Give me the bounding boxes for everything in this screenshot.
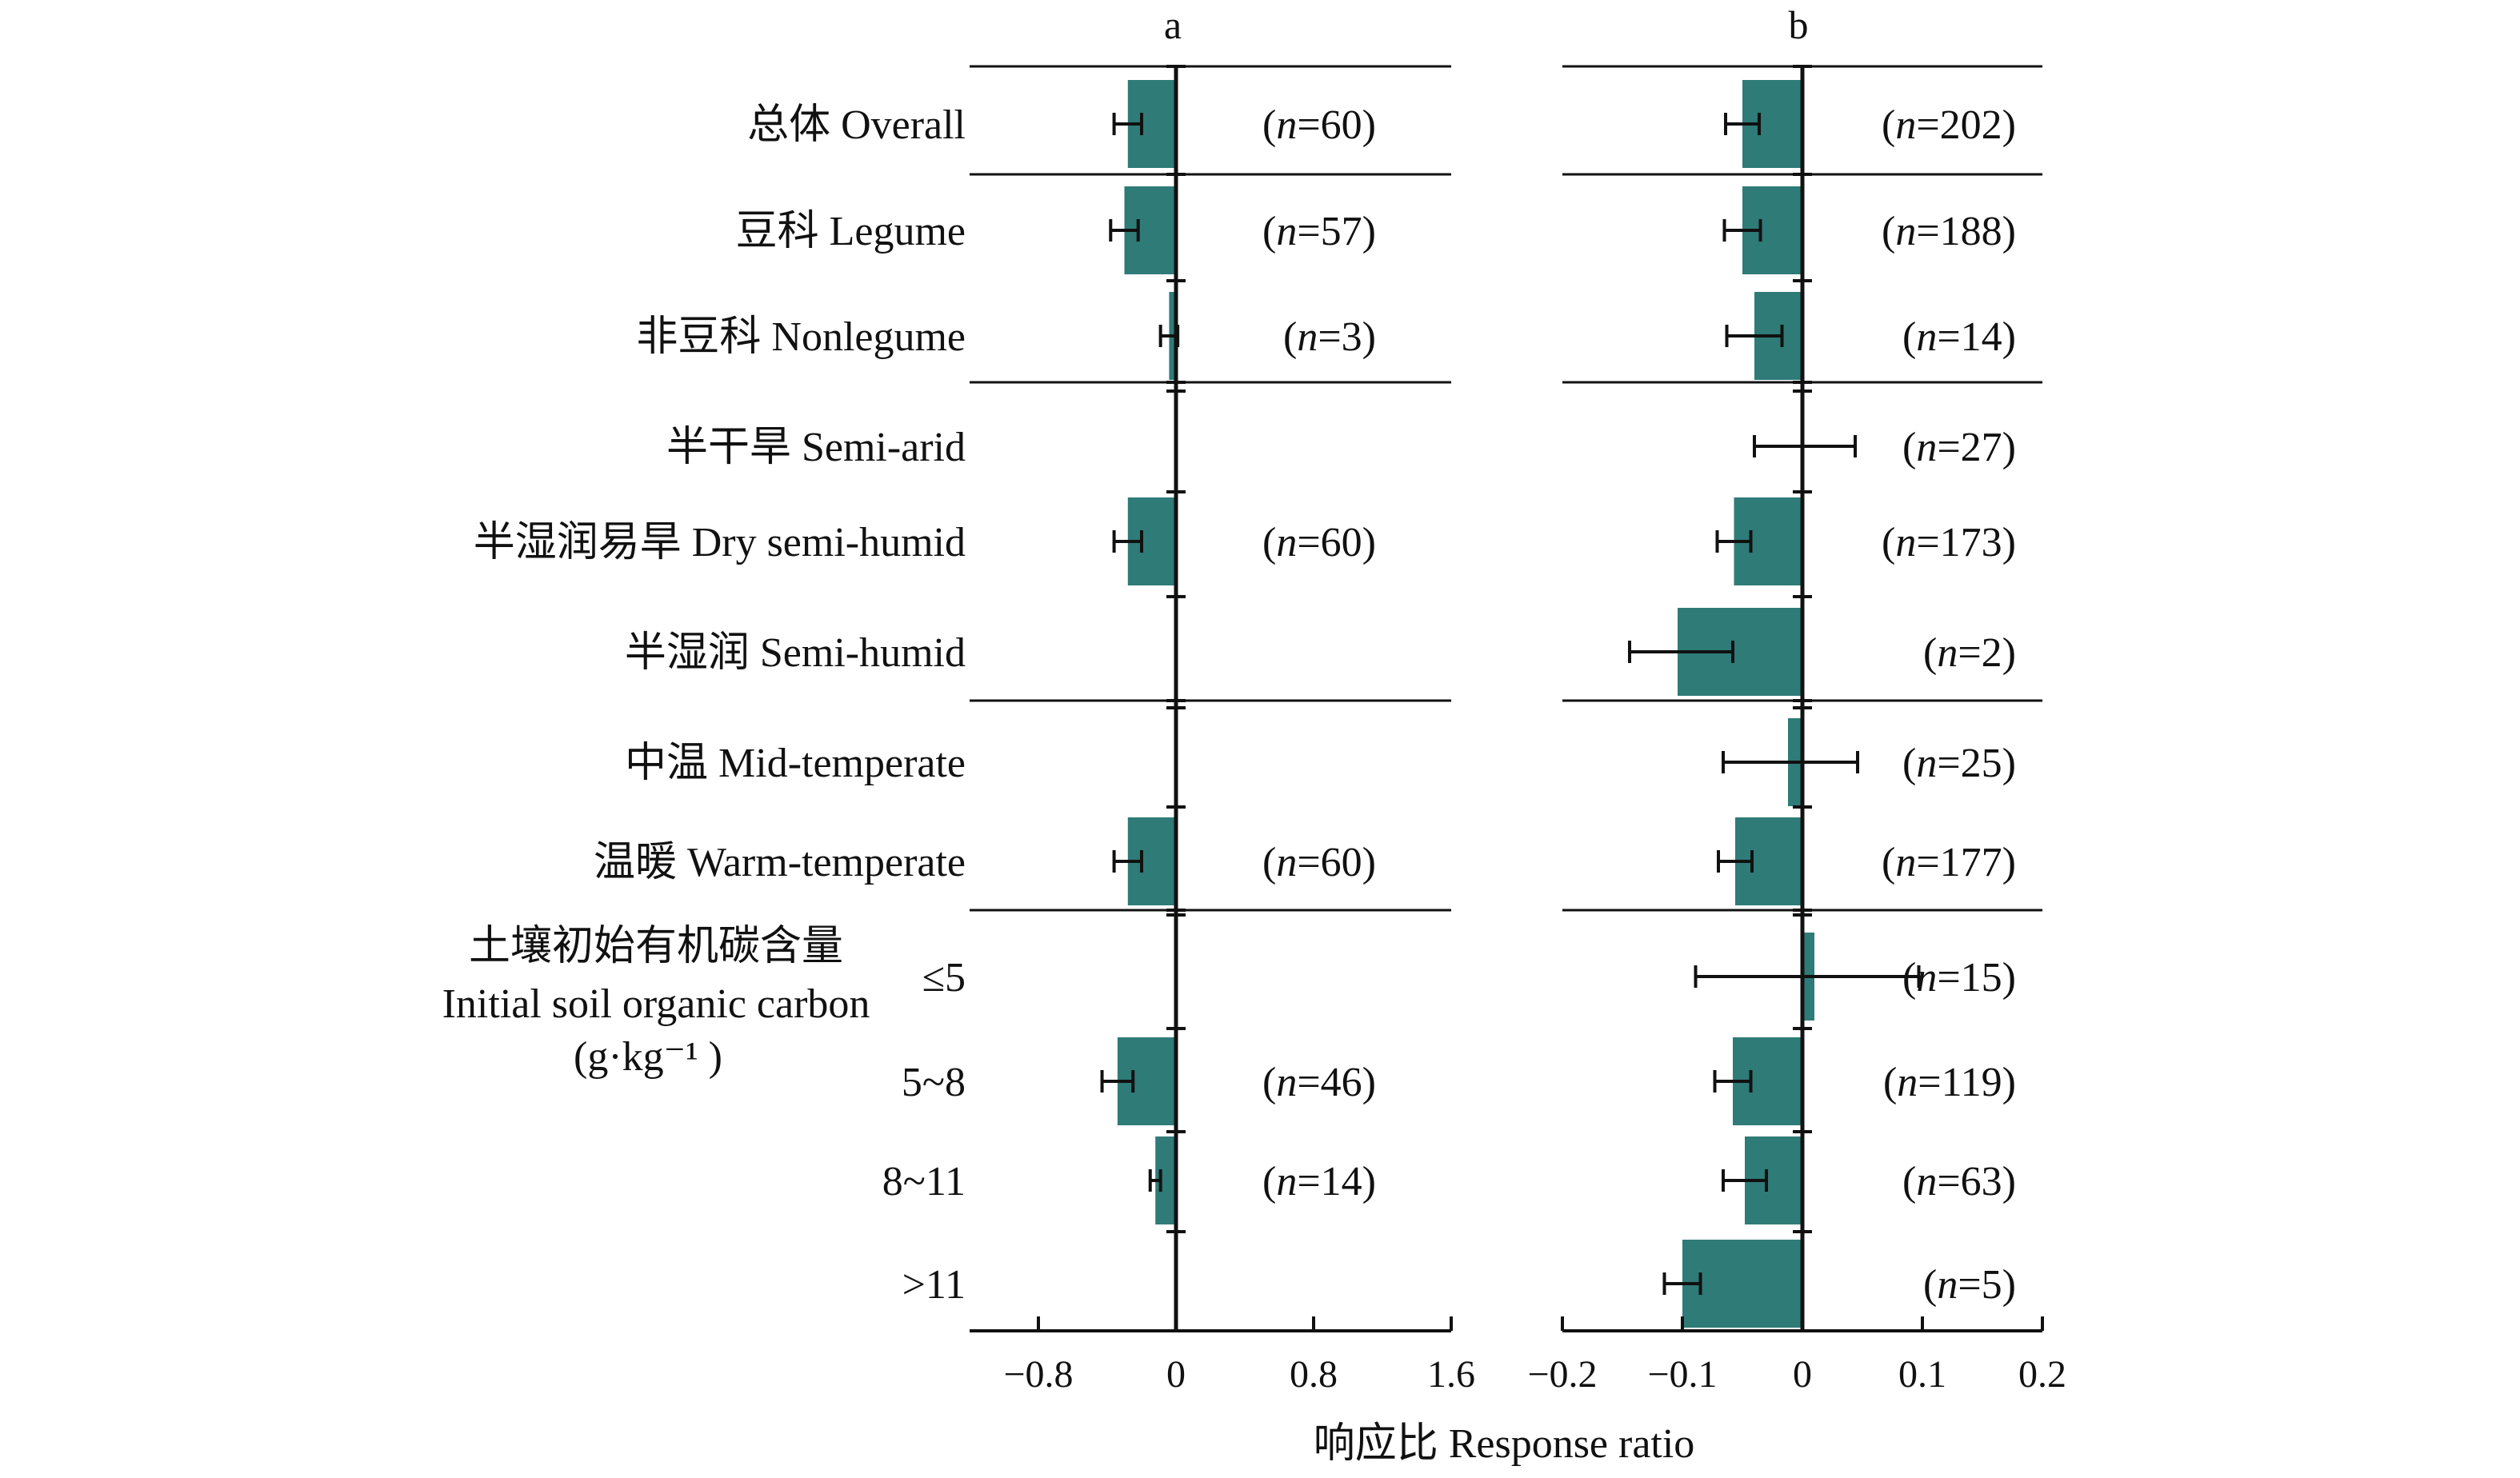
- bar: [1682, 1240, 1802, 1328]
- row-label: 半湿润易旱 Dry semi-humid: [474, 520, 966, 565]
- soil-carbon-group-label: 土壤初始有机碳含量 Initial soil organic carbon (g·k…: [442, 924, 870, 1080]
- panel-label: a: [1164, 2, 1182, 47]
- sample-size-label: (n=173): [1882, 520, 2016, 565]
- row-labels: 总体 Overall 豆科 Legume 非豆科 Nonlegume 半干旱 Semi…: [474, 102, 966, 1308]
- x-tick-label: −0.2: [1527, 1353, 1597, 1396]
- sample-size-label: (n=5): [1923, 1262, 2016, 1308]
- sample-size-label: (n=2): [1923, 630, 2016, 676]
- x-tick-label: 0.8: [1290, 1353, 1338, 1396]
- sample-size-label: (n=27): [1902, 425, 2016, 470]
- sample-size-label: (n=14): [1902, 314, 2016, 360]
- row-label: 非豆科 Nonlegume: [636, 314, 966, 360]
- sample-size-label: (n=177): [1882, 840, 2016, 885]
- row-label: 中温 Mid-temperate: [625, 741, 966, 786]
- row-label: 豆科 Legume: [736, 209, 966, 254]
- row-label: 总体 Overall: [747, 102, 966, 148]
- x-axis-title: 响应比 Response ratio: [1314, 1421, 1695, 1467]
- panel-label: b: [1789, 2, 1809, 47]
- row-label: 温暖 Warm-temperate: [594, 840, 966, 885]
- row-label: 8~11: [882, 1159, 966, 1204]
- x-tick-label: −0.1: [1647, 1353, 1717, 1396]
- row-label: ≤5: [922, 955, 966, 1001]
- sample-size-label: (n=46): [1262, 1060, 1376, 1105]
- x-tick-label: 0.1: [1898, 1353, 1946, 1396]
- panel-b: b −0.2 −0.1 0 0.1 0.2 (n=202) (n=188) (n=14) (n=2…: [1527, 2, 2066, 1396]
- sample-size-label: (n=60): [1262, 840, 1376, 885]
- row-label: >11: [902, 1262, 966, 1308]
- sample-size-label: (n=3): [1283, 314, 1376, 360]
- panel-a: a −0.8 0 0.8 1.6 (n=60) (n=57) (n=3) (n=60) (n=60…: [970, 2, 1475, 1396]
- sample-size-label: (n=188): [1882, 209, 2016, 254]
- x-tick-label: 1.6: [1427, 1353, 1475, 1396]
- sample-size-label: (n=14): [1262, 1159, 1376, 1204]
- sample-size-label: (n=202): [1882, 102, 2016, 148]
- x-tick-label: 0: [1166, 1353, 1186, 1396]
- sample-size-label: (n=25): [1902, 741, 2016, 786]
- group-label-line: Initial soil organic carbon: [442, 981, 870, 1027]
- x-tick-label: 0.2: [2018, 1353, 2066, 1396]
- sample-size-label: (n=60): [1262, 520, 1376, 565]
- x-tick-label: −0.8: [1003, 1353, 1073, 1396]
- row-label: 5~8: [902, 1060, 966, 1105]
- sample-size-label: (n=15): [1902, 955, 2016, 1001]
- row-label: 半干旱 Semi-arid: [666, 425, 966, 470]
- row-label: 半湿润 Semi-humid: [625, 630, 966, 676]
- sample-size-label: (n=57): [1262, 209, 1376, 254]
- sample-size-label: (n=119): [1883, 1060, 2016, 1105]
- group-label-line: (g·kg⁻¹ ): [574, 1034, 722, 1080]
- sample-size-label: (n=63): [1902, 1159, 2016, 1204]
- group-label-line: 土壤初始有机碳含量: [469, 924, 843, 969]
- x-tick-label: 0: [1793, 1353, 1812, 1396]
- sample-size-label: (n=60): [1262, 102, 1376, 148]
